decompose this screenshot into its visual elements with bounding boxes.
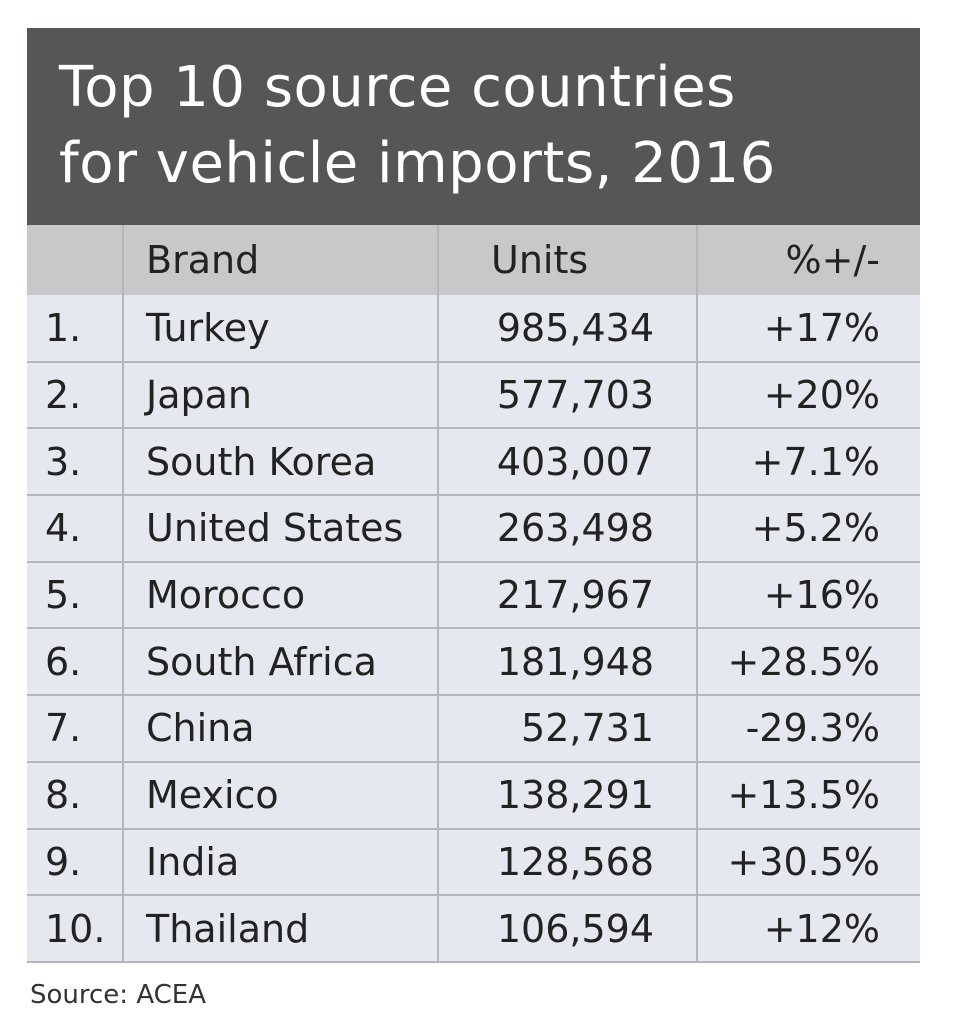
table-row: 10. Thailand 106,594 +12%: [27, 895, 920, 963]
header-rank: [27, 225, 124, 295]
change-cell: -29.3%: [696, 695, 920, 763]
change-cell: +17%: [696, 295, 920, 363]
rank-cell: 7.: [27, 695, 124, 763]
change-cell: +5.2%: [696, 495, 920, 563]
change-cell: +12%: [696, 895, 920, 963]
imports-table: Brand Units %+/- 1. Turkey 985,434 +17% 2. Ja…: [27, 225, 920, 963]
country-cell: Japan: [122, 361, 439, 430]
table-row: 1. Turkey 985,434 +17%: [27, 295, 920, 363]
country-cell: South Korea: [122, 428, 439, 497]
country-cell: South Africa: [122, 628, 439, 697]
change-cell: +13.5%: [696, 761, 920, 830]
units-cell: 181,948: [437, 628, 698, 697]
table-row: 7. China 52,731 -29.3%: [27, 695, 920, 763]
units-cell: 217,967: [437, 561, 698, 630]
rank-cell: 1.: [27, 295, 124, 363]
source-note: Source: ACEA: [30, 980, 207, 1010]
header-units: Units: [437, 225, 698, 295]
units-cell: 138,291: [437, 761, 698, 830]
country-cell: Mexico: [122, 761, 439, 830]
rank-cell: 5.: [27, 561, 124, 630]
title-line-2: for vehicle imports, 2016: [59, 131, 776, 196]
units-cell: 128,568: [437, 828, 698, 897]
table-row: 6. South Africa 181,948 +28.5%: [27, 628, 920, 697]
units-cell: 52,731: [437, 695, 698, 763]
units-cell: 403,007: [437, 428, 698, 497]
rank-cell: 10.: [27, 895, 124, 963]
table-row: 5. Morocco 217,967 +16%: [27, 561, 920, 630]
header-brand: Brand: [122, 225, 439, 295]
units-cell: 106,594: [437, 895, 698, 963]
change-cell: +30.5%: [696, 828, 920, 897]
header-change: %+/-: [696, 225, 920, 295]
country-cell: China: [122, 695, 439, 763]
change-cell: +20%: [696, 361, 920, 430]
title-line-1: Top 10 source countries: [59, 55, 736, 120]
table-row: 2. Japan 577,703 +20%: [27, 361, 920, 430]
rank-cell: 2.: [27, 361, 124, 430]
rank-cell: 4.: [27, 495, 124, 563]
rank-cell: 8.: [27, 761, 124, 830]
country-cell: Turkey: [122, 295, 439, 363]
table-row: 8. Mexico 138,291 +13.5%: [27, 761, 920, 830]
table-title: Top 10 source countries for vehicle impo…: [27, 28, 920, 225]
rank-cell: 9.: [27, 828, 124, 897]
units-cell: 577,703: [437, 361, 698, 430]
units-cell: 263,498: [437, 495, 698, 563]
country-cell: Thailand: [122, 895, 439, 963]
units-cell: 985,434: [437, 295, 698, 363]
header-row: Brand Units %+/-: [27, 225, 920, 295]
country-cell: United States: [122, 495, 439, 563]
table-row: 3. South Korea 403,007 +7.1%: [27, 428, 920, 497]
rank-cell: 6.: [27, 628, 124, 697]
country-cell: India: [122, 828, 439, 897]
table-row: 9. India 128,568 +30.5%: [27, 828, 920, 897]
country-cell: Morocco: [122, 561, 439, 630]
change-cell: +16%: [696, 561, 920, 630]
rank-cell: 3.: [27, 428, 124, 497]
table-row: 4. United States 263,498 +5.2%: [27, 495, 920, 563]
change-cell: +28.5%: [696, 628, 920, 697]
change-cell: +7.1%: [696, 428, 920, 497]
